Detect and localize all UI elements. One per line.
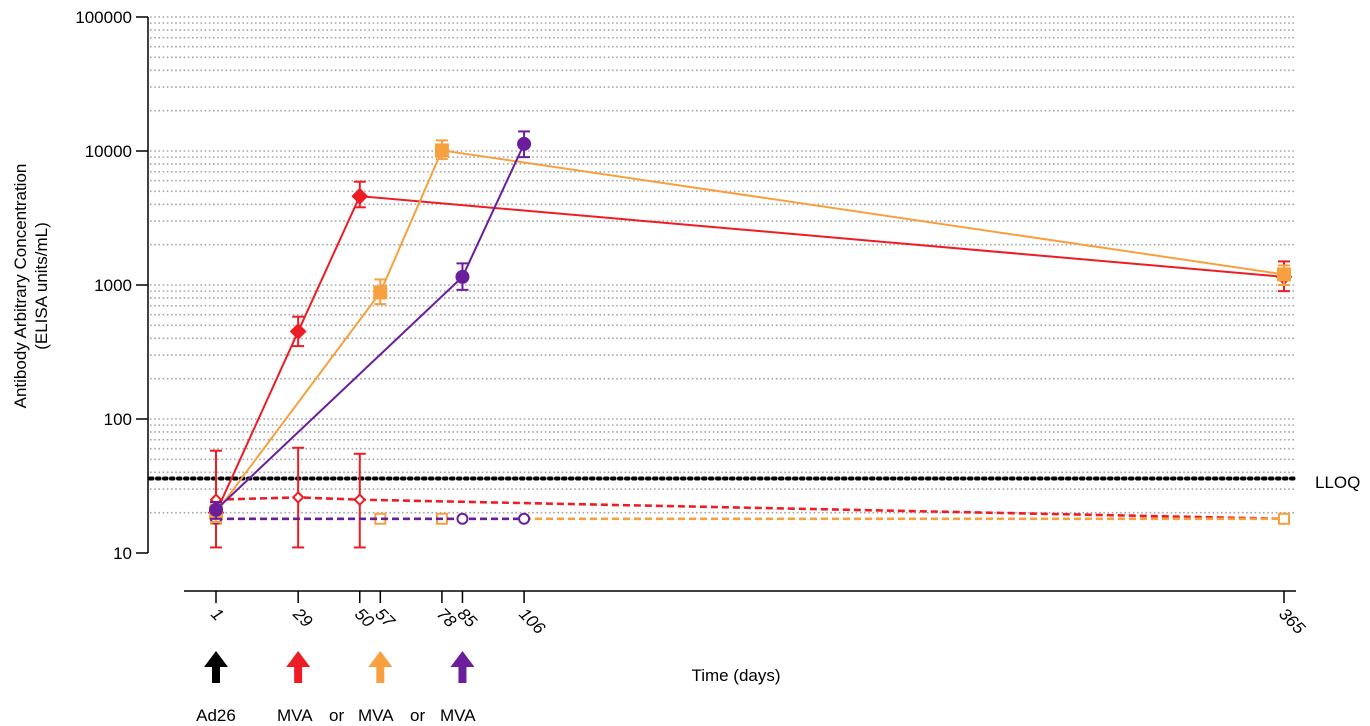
data-point — [456, 512, 469, 525]
series-group — [207, 180, 1293, 524]
series-line — [215, 143, 525, 511]
dose-legend: Ad26 MVA or MVA or MVA — [196, 651, 476, 725]
y-axis: 10 100 1000 10000 100000 — [75, 8, 149, 563]
dose-arrow-icon — [286, 651, 311, 683]
x-tick-label: 29 — [289, 604, 317, 632]
x-tick-label: 57 — [371, 604, 398, 631]
data-point — [517, 136, 532, 151]
series-line — [215, 496, 1285, 521]
y-axis-title-line1: Antibody Arbitrary Concentration — [11, 164, 30, 409]
series-line — [215, 149, 1285, 514]
dose-arrow-icon — [204, 651, 228, 683]
data-point — [373, 285, 388, 300]
legend-mva-orange: MVA — [358, 706, 394, 725]
series-group — [209, 130, 532, 520]
y-axis-title-line2: (ELISA units/mL) — [32, 222, 51, 350]
y-tick-label: 10000 — [85, 142, 132, 161]
data-point — [291, 490, 305, 504]
series-group — [210, 512, 531, 525]
legend-mva-red: MVA — [277, 706, 313, 725]
data-point — [289, 323, 307, 340]
series-group — [209, 446, 1291, 549]
legend-ad26-label: Ad26 — [196, 706, 236, 725]
data-point — [518, 512, 531, 525]
dose-arrow-icon — [368, 651, 393, 683]
data-point — [353, 493, 367, 507]
data-point — [209, 502, 223, 517]
y-tick-label: 100 — [104, 410, 132, 429]
y-tick-label: 100000 — [75, 8, 132, 27]
lloq-label: LLOQ — [1315, 473, 1360, 492]
legend-or-2: or — [410, 706, 425, 725]
x-axis-title: Time (days) — [691, 666, 780, 685]
y-tick-label: 10 — [113, 544, 132, 563]
x-tick-label: 106 — [515, 604, 549, 638]
series-layer — [207, 130, 1293, 549]
legend-mva-purple: MVA — [440, 706, 476, 725]
data-point — [455, 269, 470, 284]
data-point — [351, 187, 369, 205]
x-tick-label: 85 — [454, 604, 481, 631]
data-point — [434, 143, 449, 158]
dose-arrow-icon — [450, 651, 475, 683]
x-tick-label: 1 — [207, 604, 227, 624]
x-tick-label: 365 — [1275, 604, 1309, 638]
series-line — [215, 195, 1285, 514]
grid-lines — [150, 16, 1296, 514]
legend-or-1: or — [329, 706, 344, 725]
data-point — [1277, 267, 1291, 282]
y-tick-label: 1000 — [94, 276, 132, 295]
data-point — [1278, 512, 1290, 525]
